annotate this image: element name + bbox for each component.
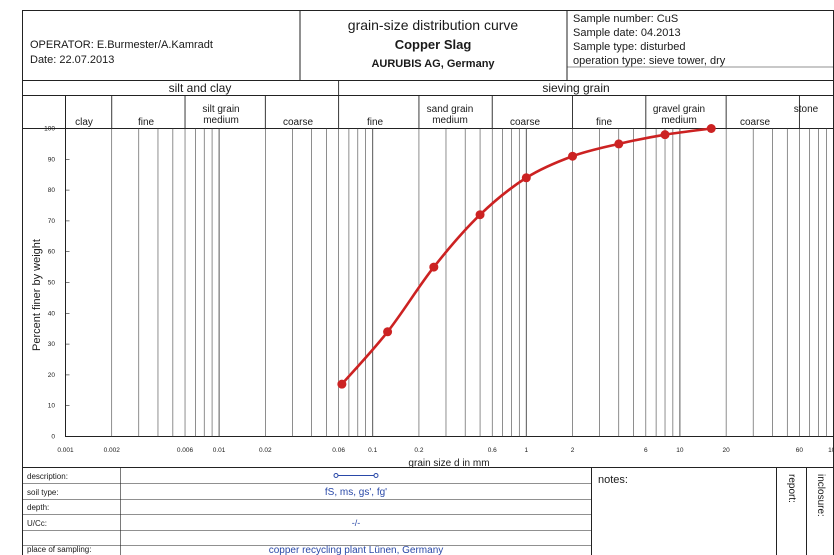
y-tick-label: 0	[51, 434, 55, 441]
y-axis-label: Percent finer by weight	[31, 239, 43, 351]
band-sand-medium: medium	[432, 115, 468, 126]
x-tick-label: 0.02	[259, 447, 272, 454]
report-label: report:	[786, 474, 797, 503]
x-tick-label: 0.1	[368, 447, 377, 454]
date-line: Date: 22.07.2013	[30, 54, 114, 66]
uc-label: U/Cc:	[27, 519, 47, 528]
band-sand-fine: fine	[367, 117, 384, 128]
data-point	[337, 379, 347, 389]
place-label: place of sampling:	[27, 545, 91, 554]
operator-line: OPERATOR: E.Burmester/A.Kamradt	[30, 39, 213, 51]
chart-title: grain-size distribution curve	[348, 17, 519, 33]
grading-curve	[337, 124, 716, 389]
footer: description: soil type: fS, ms, gs', fg'…	[22, 467, 834, 555]
band-silt-fine: fine	[138, 117, 155, 128]
operation-type: operation type: sieve tower, dry	[573, 55, 726, 67]
band-sand-coarse: coarse	[510, 117, 540, 128]
data-point	[429, 262, 439, 272]
grid-horizontal	[65, 128, 70, 437]
y-tick-label: 20	[48, 372, 56, 379]
y-tick-label: 50	[48, 280, 56, 287]
soil-type-value: fS, ms, gs', fg'	[325, 487, 387, 498]
x-tick-label: 0.01	[213, 447, 226, 454]
sheet-frame	[22, 10, 834, 555]
y-tick-label: 10	[48, 403, 56, 410]
x-tick-label: 2	[571, 447, 575, 454]
place-value: copper recycling plant Lünen, Germany	[269, 545, 444, 555]
x-tick-label: 0.6	[488, 447, 497, 454]
band-gravel-medium: medium	[661, 115, 697, 126]
band-gravel-fine: fine	[596, 117, 613, 128]
data-point	[614, 139, 624, 149]
x-tick-label: 0.002	[104, 447, 121, 454]
y-tick-label: 90	[48, 156, 56, 163]
material-name: Copper Slag	[395, 37, 472, 52]
x-tick-label: 0.001	[57, 447, 74, 454]
sample-date: Sample date: 04.2013	[573, 27, 681, 39]
x-tick-label: 100	[828, 447, 834, 454]
band-sieving-grain: sieving grain	[542, 81, 609, 95]
band-silt-grain: silt grain	[202, 104, 239, 115]
grid	[111, 80, 827, 437]
company-name: AURUBIS AG, Germany	[371, 58, 495, 70]
band-silt-medium: medium	[203, 115, 239, 126]
sample-number: Sample number: CuS	[573, 13, 678, 25]
y-tick-label: 60	[48, 249, 56, 256]
y-tick-label: 70	[48, 218, 56, 225]
x-axis-label: grain size d in mm	[408, 458, 489, 469]
x-tick-label: 0.06	[332, 447, 345, 454]
x-tick-label: 0.2	[414, 447, 423, 454]
x-tick-label: 10	[676, 447, 684, 454]
y-tick-label: 40	[48, 310, 56, 317]
plot-area: 0.001 0.002 0.006 0.01 0.02 0.06 0.1 0.2 0.6 1 2 6 1…	[31, 80, 834, 469]
legend-marker-line	[333, 473, 379, 478]
classification-bands: silt and clay sieving grain clay silt gr…	[22, 81, 834, 129]
sample-type: Sample type: disturbed	[573, 41, 686, 53]
header: OPERATOR: E.Burmester/A.Kamradt Date: 22…	[22, 10, 834, 81]
x-tick-label: 20	[723, 447, 731, 454]
data-point	[521, 173, 531, 183]
band-silt-coarse: coarse	[283, 117, 313, 128]
band-silt-and-clay: silt and clay	[169, 81, 232, 95]
y-tick-labels: 0 10 20 30 40 50 60 70 80 90 100	[44, 126, 55, 441]
soil-type-label: soil type:	[27, 488, 59, 497]
x-tick-label: 6	[644, 447, 648, 454]
band-sand-grain: sand grain	[427, 104, 474, 115]
notes-label: notes:	[598, 474, 628, 486]
x-tick-label: 0.006	[177, 447, 194, 454]
y-tick-label: 100	[44, 126, 55, 133]
depth-label: depth:	[27, 503, 49, 512]
band-clay: clay	[75, 117, 93, 128]
data-point	[568, 151, 578, 161]
inclosure-label: inclosure:	[815, 474, 826, 517]
data-point	[383, 327, 393, 337]
y-tick-label: 30	[48, 341, 56, 348]
uc-value: -/-	[352, 518, 361, 528]
x-tick-labels: 0.001 0.002 0.006 0.01 0.02 0.06 0.1 0.2 0.6 1 2 6 1…	[57, 447, 834, 454]
band-gravel-coarse: coarse	[740, 117, 770, 128]
y-tick-label: 80	[48, 187, 56, 194]
description-label: description:	[27, 472, 68, 481]
band-stone: stone	[794, 104, 819, 115]
data-point	[706, 124, 716, 133]
data-point	[660, 130, 670, 140]
data-point	[475, 210, 485, 220]
x-tick-label: 1	[524, 447, 528, 454]
band-gravel-grain: gravel grain	[653, 104, 705, 115]
x-tick-label: 60	[796, 447, 804, 454]
